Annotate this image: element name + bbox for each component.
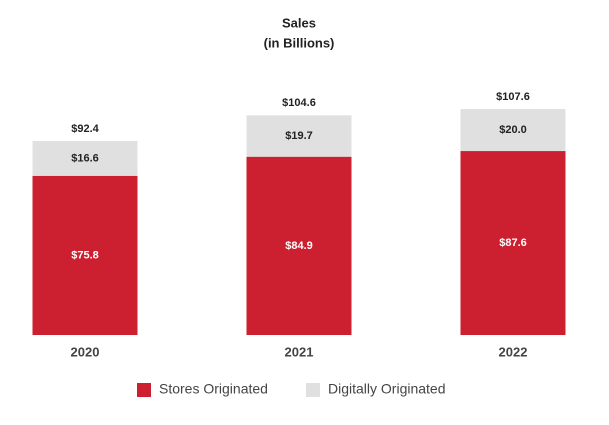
value-label: $19.7 — [285, 130, 313, 142]
value-label: $84.9 — [285, 240, 313, 252]
chart-title: Sales — [282, 15, 316, 30]
legend-label: Stores Originated — [159, 381, 268, 397]
legend-swatch — [306, 383, 320, 397]
value-label: $75.8 — [71, 249, 99, 261]
bar-segment — [460, 109, 566, 152]
bar-segment — [32, 175, 138, 335]
bar-segment — [246, 115, 352, 157]
value-label: $87.6 — [499, 237, 527, 249]
x-tick-label: 2022 — [499, 344, 528, 359]
legend-label: Digitally Originated — [328, 381, 446, 397]
legend-swatch — [137, 383, 151, 397]
value-label: $16.6 — [71, 152, 99, 164]
total-label: $107.6 — [496, 91, 530, 103]
x-tick-label: 2020 — [71, 344, 100, 359]
chart-subtitle: (in Billions) — [264, 35, 335, 50]
bar-segment — [246, 156, 352, 335]
bar-segment — [460, 151, 566, 335]
value-label: $20.0 — [499, 124, 527, 136]
total-label: $104.6 — [282, 97, 316, 109]
x-tick-label: 2021 — [285, 344, 314, 359]
bar-segment — [32, 140, 138, 176]
total-label: $92.4 — [71, 123, 99, 135]
